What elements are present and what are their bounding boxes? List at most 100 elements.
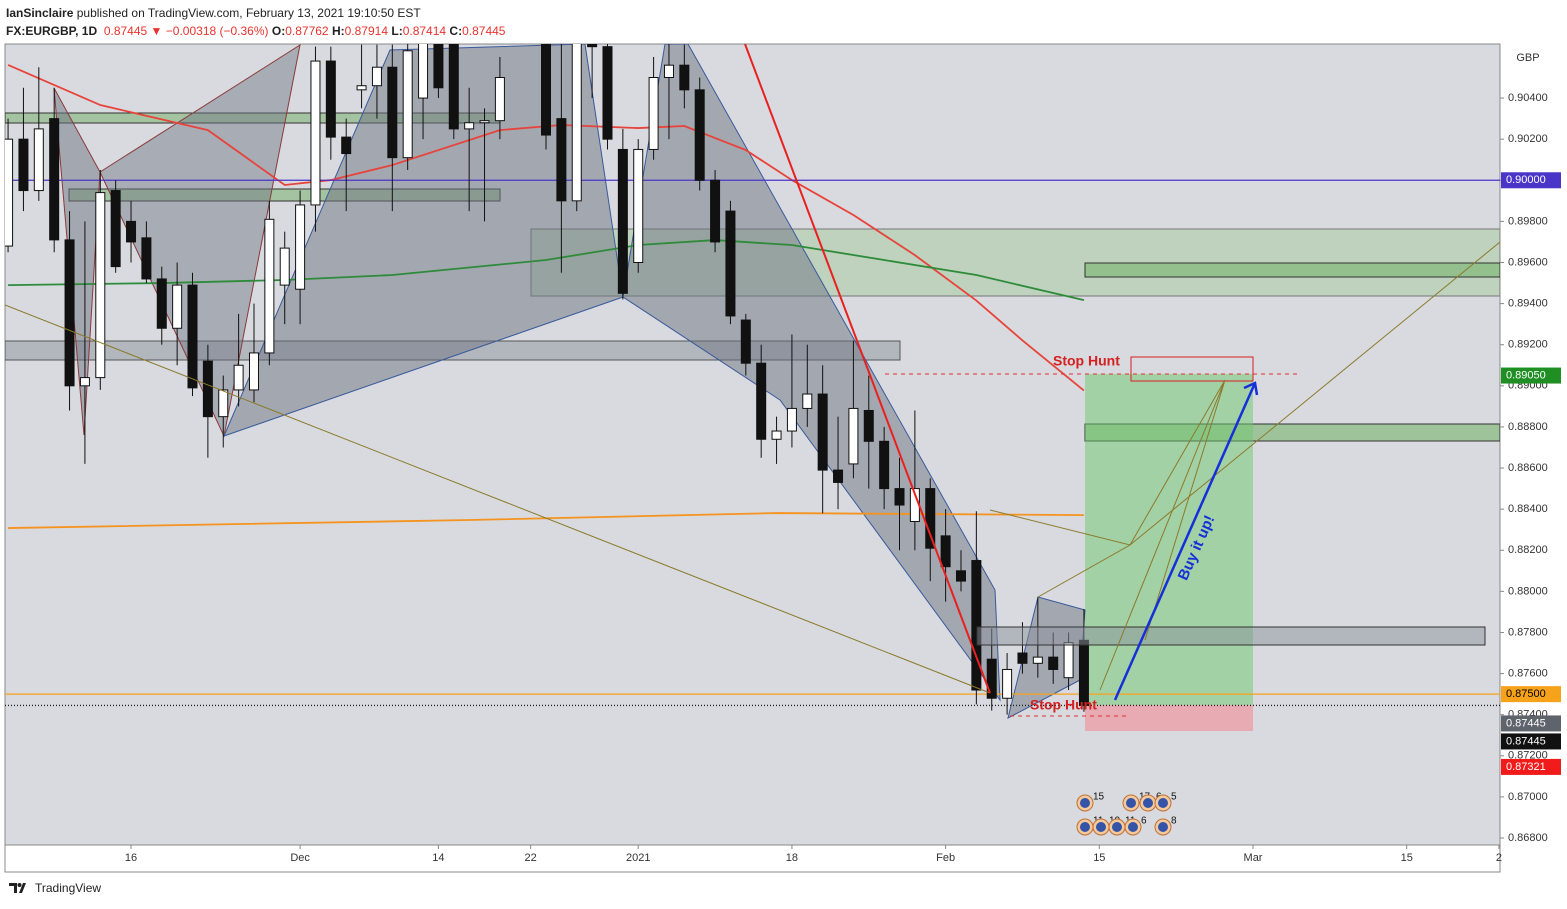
candle-body — [418, 44, 429, 99]
candle-body — [371, 66, 382, 87]
event-count: 8 — [1171, 816, 1177, 827]
red-leg — [744, 44, 991, 694]
line2: FX:EURGBP, 1D 0.87445 ▼ −0.00318 (−0.36%… — [6, 22, 505, 40]
candle-body — [1048, 656, 1059, 670]
candle-body — [387, 66, 398, 159]
price-label-box — [1501, 172, 1561, 189]
stop-box — [1130, 356, 1254, 382]
event-flag — [1128, 822, 1138, 832]
y-tick-label: 0.87000 — [1508, 791, 1548, 803]
candle-body — [786, 407, 797, 432]
candle-body — [1032, 656, 1043, 664]
candle-body — [295, 204, 306, 290]
candle-body — [587, 44, 598, 48]
o-label: O: — [271, 24, 286, 38]
candle-body — [187, 284, 198, 389]
event-flag — [1080, 798, 1090, 808]
h-label: H: — [331, 24, 345, 38]
event-marker: 5 — [1154, 792, 1177, 812]
symbol: FX:EURGBP, 1D — [6, 24, 98, 38]
candle-body — [49, 118, 60, 241]
event-flag — [1080, 822, 1090, 832]
chart: Stop Hunt Stop Hunt Buy it up! GBP 0.868… — [4, 43, 1561, 873]
trend-line — [5, 304, 991, 694]
candle-body — [310, 60, 321, 206]
x-tick-label: Mar — [1244, 852, 1263, 864]
candle-body — [325, 60, 336, 138]
event-marker: 6 — [1124, 816, 1147, 836]
y-tick-label: 0.90200 — [1508, 133, 1548, 145]
candle-body — [464, 122, 475, 130]
price-label: 0.87445 — [1506, 717, 1546, 729]
price-label: 0.87500 — [1506, 688, 1546, 700]
y-tick-label: 0.88400 — [1508, 503, 1548, 515]
candle-body — [202, 360, 213, 418]
candle-body — [172, 284, 183, 329]
candle-body — [402, 50, 413, 159]
projection — [1037, 379, 1226, 691]
price-label-box — [1501, 733, 1561, 750]
header: IanSinclaire published on TradingView.co… — [6, 4, 505, 40]
event-count: 5 — [1171, 792, 1177, 803]
x-tick-label: 16 — [125, 852, 137, 864]
event-marker: 15 — [1076, 792, 1105, 812]
o: 0.87762 — [285, 24, 329, 38]
candle-body — [955, 570, 966, 582]
h: 0.87914 — [344, 24, 389, 38]
y-tick-label: 0.89800 — [1508, 215, 1548, 227]
candle-body — [971, 560, 982, 691]
price-label-box — [1501, 715, 1561, 732]
author: IanSinclaire — [6, 6, 74, 20]
l: 0.87414 — [402, 24, 447, 38]
candle-body — [541, 44, 552, 136]
candle-body — [756, 362, 767, 440]
candle-body — [863, 409, 874, 442]
candle-body — [740, 319, 751, 364]
zone — [1084, 262, 1500, 278]
line1: IanSinclaire published on TradingView.co… — [6, 4, 505, 22]
candle-body — [648, 77, 659, 150]
candle-body — [448, 44, 459, 130]
candle-body — [940, 535, 951, 568]
c-label: C: — [449, 24, 463, 38]
c: 0.87445 — [462, 24, 506, 38]
event-count: 15 — [1093, 792, 1105, 803]
x-tick-label: 15 — [1093, 852, 1105, 864]
price-label: 0.90000 — [1506, 174, 1546, 186]
x-tick-label: 18 — [786, 852, 798, 864]
currency: GBP — [1516, 52, 1539, 64]
event-flag — [1158, 822, 1168, 832]
candle-body — [633, 148, 644, 263]
candle-body — [218, 389, 229, 418]
candle-body — [5, 138, 14, 247]
y-tick-label: 0.88000 — [1508, 585, 1548, 597]
candle-body — [126, 220, 137, 243]
x-tick-label: 22 — [525, 852, 537, 864]
x-tick-label: 15 — [1401, 852, 1413, 864]
candle-body — [264, 218, 275, 354]
event-flag — [1126, 798, 1136, 808]
event-marker: 8 — [1154, 816, 1177, 836]
candle-body — [833, 469, 844, 483]
price-label-box — [1501, 367, 1561, 384]
candle-body — [986, 658, 997, 699]
y-tick-label: 0.89200 — [1508, 339, 1548, 351]
blue-arrow — [1113, 382, 1257, 701]
candle-body — [110, 190, 121, 268]
candle-body — [233, 364, 244, 391]
y-tick-label: 0.86800 — [1508, 832, 1548, 844]
y-tick-label: 0.88800 — [1508, 421, 1548, 433]
candle-body — [356, 85, 367, 91]
event-flag — [1112, 822, 1122, 832]
annotation: Stop Hunt — [1030, 697, 1097, 713]
candle-body — [679, 64, 690, 91]
y-tick-label: 0.87800 — [1508, 626, 1548, 638]
candle-body — [33, 128, 44, 192]
annotation: Stop Hunt — [1053, 353, 1120, 369]
long-loss — [1085, 705, 1253, 731]
candle-body — [817, 393, 828, 471]
candle-body — [494, 77, 505, 122]
arrow-head — [1243, 381, 1259, 396]
x-tick-label: 2 — [1496, 852, 1502, 864]
price-label-box — [1501, 758, 1561, 775]
